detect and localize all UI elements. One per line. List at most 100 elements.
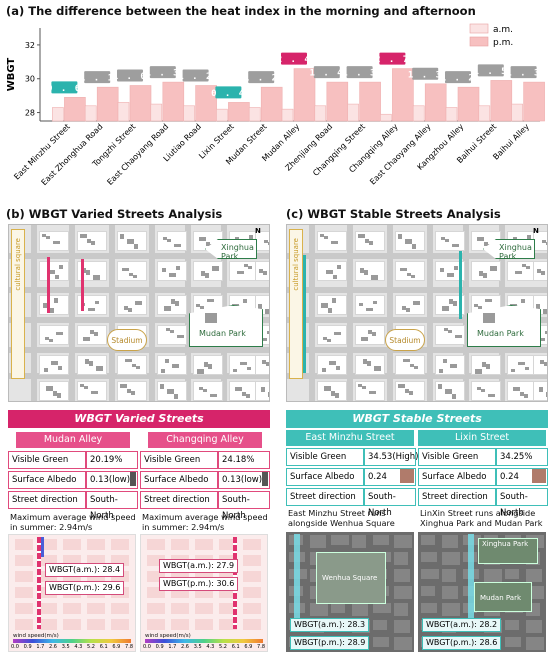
attribute-label: Surface Albedo — [286, 468, 364, 486]
building — [263, 271, 267, 275]
building — [199, 237, 206, 241]
attribute-value: South-North — [496, 488, 548, 518]
block — [39, 295, 69, 315]
building — [53, 391, 57, 396]
north-arrow-icon: N — [533, 227, 539, 235]
road — [149, 225, 155, 401]
building — [545, 331, 547, 334]
bar-a.m. — [183, 105, 195, 122]
building — [405, 239, 412, 244]
satellite-block — [394, 637, 412, 650]
building — [54, 298, 58, 303]
building — [204, 362, 208, 367]
building — [203, 389, 207, 392]
block — [355, 295, 385, 315]
road — [387, 225, 393, 401]
y-tick-label: 32 — [25, 41, 35, 50]
wbgt-pm-tag: WBGT(p.m.): 30.6 — [159, 577, 239, 591]
difference-badge — [313, 66, 340, 79]
road — [9, 253, 269, 259]
building — [511, 369, 515, 372]
difference-badge — [117, 69, 143, 82]
building — [233, 369, 237, 372]
sim-block — [87, 539, 105, 550]
highlighted-street — [468, 534, 474, 618]
highlighted-street — [459, 251, 462, 319]
building — [477, 237, 484, 241]
sim-block — [243, 587, 261, 598]
panel-b-title: (b) WBGT Varied Streets Analysis — [6, 207, 223, 221]
building — [259, 269, 263, 273]
difference-badge — [477, 64, 504, 77]
building — [403, 359, 410, 362]
building — [133, 275, 137, 278]
wbgt-am-tag: WBGT(a.m.): 28.4 — [45, 563, 125, 577]
building — [454, 266, 458, 270]
block — [435, 231, 465, 251]
xinghua-park-area — [478, 538, 538, 564]
wenhua-square-area — [316, 552, 386, 604]
attribute-value: South-North — [364, 488, 416, 518]
sim-block — [147, 587, 165, 598]
attribute-row: Street direction South-North — [140, 491, 270, 521]
satellite-block — [373, 535, 389, 545]
building — [365, 239, 369, 243]
building — [94, 332, 98, 336]
building — [87, 239, 91, 243]
building — [414, 366, 418, 369]
sim-block — [171, 587, 189, 598]
bar-a.m. — [52, 107, 64, 122]
building — [247, 367, 251, 370]
difference-badge — [379, 52, 406, 65]
block — [193, 381, 223, 401]
sim-block — [15, 619, 33, 630]
building — [42, 234, 46, 237]
satellite-block — [394, 586, 412, 599]
building — [361, 337, 368, 341]
building — [135, 301, 142, 305]
wind-tick-label: 5.2 — [219, 644, 227, 650]
sim-block — [15, 587, 33, 598]
cultural-square: cultural square — [289, 229, 303, 379]
street-name-header: East Minzhu Street — [286, 430, 414, 446]
block — [117, 295, 147, 315]
building — [89, 361, 93, 366]
wind-speed-note: Maximum average wind speed in summer: 2.… — [142, 512, 268, 532]
difference-label: 2 . 4 — [277, 55, 312, 65]
albedo-swatch — [532, 469, 546, 483]
road — [463, 225, 469, 401]
wind-tick-label: 4.3 — [74, 644, 83, 650]
bar-a.m. — [511, 103, 523, 122]
difference-badge — [445, 71, 471, 84]
building — [163, 237, 167, 240]
satellite-block — [526, 569, 542, 582]
building — [177, 335, 184, 338]
attribute-label: Visible Green Index — [286, 448, 364, 478]
attribute-value-text: South-North — [90, 495, 118, 521]
building — [56, 332, 63, 335]
building — [360, 268, 364, 273]
wind-speed-note: Maximum average wind speed in summer: 2.… — [10, 512, 136, 532]
block — [317, 355, 347, 375]
building — [412, 244, 416, 249]
building — [326, 270, 333, 274]
sim-block — [15, 539, 33, 550]
difference-badge — [510, 66, 537, 79]
y-tick-label: 28 — [25, 109, 35, 118]
building — [327, 339, 331, 342]
difference-label: 2 . 7 — [375, 55, 410, 65]
building — [366, 308, 373, 311]
block — [39, 355, 69, 375]
wind-tick-label: 6.9 — [112, 644, 121, 650]
building — [175, 301, 179, 306]
mudan-park-label: Mudan Park — [480, 594, 521, 602]
building — [405, 389, 409, 393]
building — [374, 366, 381, 371]
road — [427, 225, 433, 401]
building — [520, 392, 524, 396]
park-building — [483, 313, 495, 323]
sim-block — [219, 603, 237, 614]
street-note: LinXin Street runs alongside Xinghua Par… — [420, 508, 543, 528]
building — [481, 389, 485, 392]
building — [447, 273, 454, 277]
